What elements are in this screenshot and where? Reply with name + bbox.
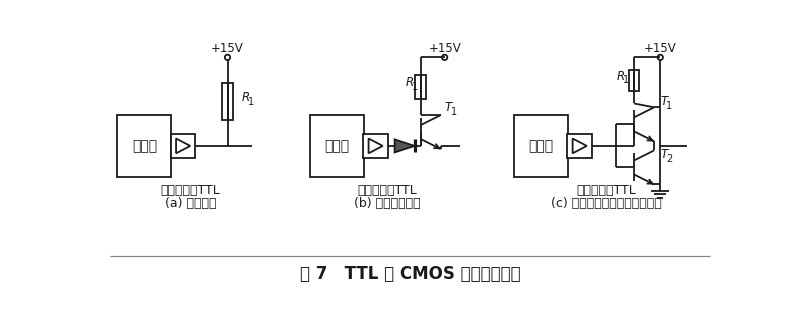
Bar xyxy=(310,115,364,177)
Bar xyxy=(514,115,568,177)
Text: T: T xyxy=(660,148,667,161)
Text: R: R xyxy=(242,91,250,104)
Text: +15V: +15V xyxy=(644,41,677,55)
Circle shape xyxy=(658,55,663,60)
Bar xyxy=(170,133,195,158)
Bar xyxy=(567,133,592,158)
Text: 1: 1 xyxy=(451,107,457,117)
Text: 单片机: 单片机 xyxy=(324,139,350,153)
Bar xyxy=(415,75,426,99)
Text: T: T xyxy=(660,95,667,108)
Text: 1: 1 xyxy=(623,75,630,86)
Text: 集电极开路TTL: 集电极开路TTL xyxy=(357,184,417,197)
Text: 集电极开路TTL: 集电极开路TTL xyxy=(577,184,636,197)
Text: (b) 快速开通输出: (b) 快速开通输出 xyxy=(354,197,420,210)
Text: 1: 1 xyxy=(247,97,254,107)
Text: 集电极开路TTL: 集电极开路TTL xyxy=(161,184,221,197)
Text: (a) 直接输出: (a) 直接输出 xyxy=(165,197,216,210)
Bar xyxy=(118,115,171,177)
Bar xyxy=(629,70,639,91)
Circle shape xyxy=(225,55,230,60)
Text: T: T xyxy=(445,101,452,114)
Text: (c) 快速开通和关断的推挽输出: (c) 快速开通和关断的推挽输出 xyxy=(551,197,662,210)
Text: R: R xyxy=(406,76,414,89)
Text: 单片机: 单片机 xyxy=(132,139,157,153)
Text: 1: 1 xyxy=(666,101,673,111)
Bar xyxy=(222,83,233,120)
Text: 单片机: 单片机 xyxy=(528,139,554,153)
Text: +15V: +15V xyxy=(428,41,461,55)
Text: 1: 1 xyxy=(411,82,418,92)
Text: +15V: +15V xyxy=(211,41,244,55)
Polygon shape xyxy=(394,139,414,152)
Text: 2: 2 xyxy=(666,154,673,164)
Circle shape xyxy=(442,55,447,60)
Text: 图 7   TTL 或 CMOS 器件输出电路: 图 7 TTL 或 CMOS 器件输出电路 xyxy=(300,265,520,284)
Bar xyxy=(363,133,388,158)
Text: R: R xyxy=(617,70,626,83)
